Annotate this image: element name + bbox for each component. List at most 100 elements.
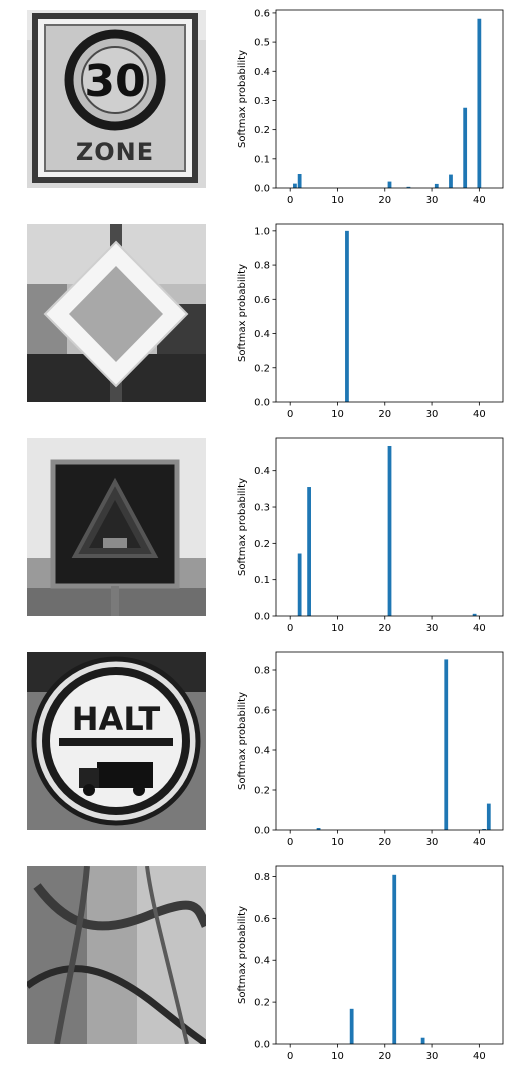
bar-class-34 (449, 174, 453, 188)
sign-halt-text: HALT (72, 700, 161, 738)
x-tick-label: 30 (426, 623, 439, 634)
x-tick-label: 30 (426, 195, 439, 206)
bar-class-21 (387, 445, 392, 616)
y-tick-label: 0.0 (254, 1040, 270, 1051)
probability-chart-3: 0 10 20 30 40 0.0 0.1 0.2 0.3 0.4 Softmax probabil… (237, 437, 504, 634)
y-tick-label: 0.2 (254, 363, 270, 374)
y-tick-label: 0.8 (254, 261, 270, 272)
sign-number-text: 30 (84, 56, 145, 107)
bar-class-12 (345, 230, 349, 402)
halt-truck-prohibition-sign-image: HALT (27, 652, 206, 830)
sign-zone-text: ZONE (76, 138, 154, 166)
y-tick-label: 0.5 (254, 38, 270, 49)
bar-class-6 (316, 828, 321, 830)
x-tick-label: 40 (473, 1051, 486, 1062)
probability-chart-1: 0 10 20 30 40 0.0 0.1 0.2 0.3 0.4 0.5 0.6 Softmax pr… (237, 8, 504, 206)
chart-row-3: 0 10 20 30 40 0.0 0.1 0.2 0.3 0.4 Softmax probabil… (0, 428, 514, 642)
y-tick-label: 0.6 (254, 706, 270, 717)
plot-frame (275, 9, 504, 189)
y-tick-label: 0.2 (254, 998, 270, 1009)
x-tick-label: 0 (287, 623, 293, 634)
y-tick-label: 0.4 (254, 956, 270, 967)
speed-limit-30-zone-sign-image: 30 ZONE (27, 10, 206, 188)
chart-row-5: 0 10 20 30 40 0.0 0.2 0.4 0.6 0.8 Softmax probabil… (0, 856, 514, 1070)
y-tick-label: 0.2 (254, 539, 270, 550)
x-tick-label: 10 (331, 623, 344, 634)
y-axis-label: Softmax probability (237, 692, 248, 790)
y-tick-label: 0.4 (254, 67, 270, 78)
warning-triangle-sign-image (27, 438, 206, 616)
x-tick-label: 20 (378, 837, 391, 848)
y-tick-label: 0.0 (254, 612, 270, 623)
x-tick-label: 10 (331, 1051, 344, 1062)
bar-class-22 (392, 874, 397, 1044)
y-tick-label: 0.1 (254, 575, 270, 586)
bar-class-25 (406, 186, 411, 188)
x-tick-label: 40 (473, 195, 486, 206)
closeup-bark-branches-image (27, 866, 206, 1044)
plot-frame (275, 223, 504, 403)
y-tick-label: 0.8 (254, 666, 270, 677)
y-tick-label: 0.4 (254, 746, 270, 757)
y-tick-label: 0.0 (254, 826, 270, 837)
x-tick-label: 10 (331, 195, 344, 206)
y-tick-label: 0.0 (254, 398, 270, 409)
y-axis-label: Softmax probability (237, 906, 248, 1004)
x-tick-label: 10 (331, 837, 344, 848)
bar-class-33 (444, 659, 449, 830)
y-tick-label: 0.4 (254, 466, 270, 477)
x-tick-label: 30 (426, 1051, 439, 1062)
y-tick-label: 0.4 (254, 329, 270, 340)
y-tick-label: 1.0 (254, 226, 270, 237)
probability-chart-2: 0 10 20 30 40 0.0 0.2 0.4 0.6 0.8 1.0 Softmax proba… (237, 223, 504, 420)
y-tick-label: 0.0 (254, 184, 270, 195)
priority-road-sign-image (27, 224, 206, 402)
x-tick-label: 0 (287, 409, 293, 420)
bar-class-39 (472, 613, 477, 616)
bar-class-21 (387, 181, 392, 188)
y-axis-label: Softmax probability (237, 264, 248, 362)
x-tick-label: 20 (378, 195, 391, 206)
x-tick-label: 40 (473, 623, 486, 634)
x-tick-label: 40 (473, 409, 486, 420)
plot-frame (275, 437, 504, 617)
y-axis-label: Softmax probability (237, 50, 248, 148)
y-tick-label: 0.6 (254, 295, 270, 306)
x-tick-label: 0 (287, 837, 293, 848)
bar-class-41 (482, 829, 486, 830)
y-axis-label: Softmax probability (237, 478, 248, 576)
probability-chart-4: 0 10 20 30 40 0.0 0.2 0.4 0.6 0.8 Softmax probabil… (237, 651, 504, 848)
bar-class-42 (486, 803, 491, 830)
x-tick-label: 20 (378, 1051, 391, 1062)
y-tick-label: 0.2 (254, 786, 270, 797)
y-tick-label: 0.1 (254, 154, 270, 165)
bar-class-4 (307, 487, 311, 616)
chart-row-1: 30 ZONE 0 10 20 30 40 0.0 0.1 0.2 0.3 0.4 0.5 0.6 So… (0, 0, 514, 214)
x-tick-label: 0 (287, 1051, 293, 1062)
bar-class-2 (297, 173, 302, 188)
probability-chart-5: 0 10 20 30 40 0.0 0.2 0.4 0.6 0.8 Softmax probabil… (237, 865, 504, 1062)
chart-row-4: HALT 0 10 20 30 40 0.0 0.2 0.4 0.6 0.8 Softmax pro… (0, 642, 514, 856)
x-tick-label: 10 (331, 409, 344, 420)
x-tick-label: 0 (287, 195, 293, 206)
x-tick-label: 40 (473, 837, 486, 848)
plot-frame (275, 651, 504, 831)
chart-row-2: 0 10 20 30 40 0.0 0.2 0.4 0.6 0.8 1.0 Softmax proba… (0, 214, 514, 428)
bar-class-2 (297, 553, 302, 616)
y-tick-label: 0.3 (254, 503, 270, 514)
y-tick-label: 0.2 (254, 125, 270, 136)
bar-class-28 (420, 1037, 425, 1044)
x-tick-label: 20 (378, 623, 391, 634)
x-tick-label: 20 (378, 409, 391, 420)
y-tick-label: 0.8 (254, 872, 270, 883)
y-tick-label: 0.6 (254, 914, 270, 925)
bar-class-37 (463, 107, 468, 188)
bar-class-31 (434, 183, 439, 188)
bar-class-40 (477, 18, 482, 188)
plot-frame (275, 865, 504, 1045)
y-tick-label: 0.6 (254, 8, 270, 19)
x-tick-label: 30 (426, 409, 439, 420)
bar-class-13 (349, 1008, 354, 1044)
y-tick-label: 0.3 (254, 96, 270, 107)
x-tick-label: 30 (426, 837, 439, 848)
